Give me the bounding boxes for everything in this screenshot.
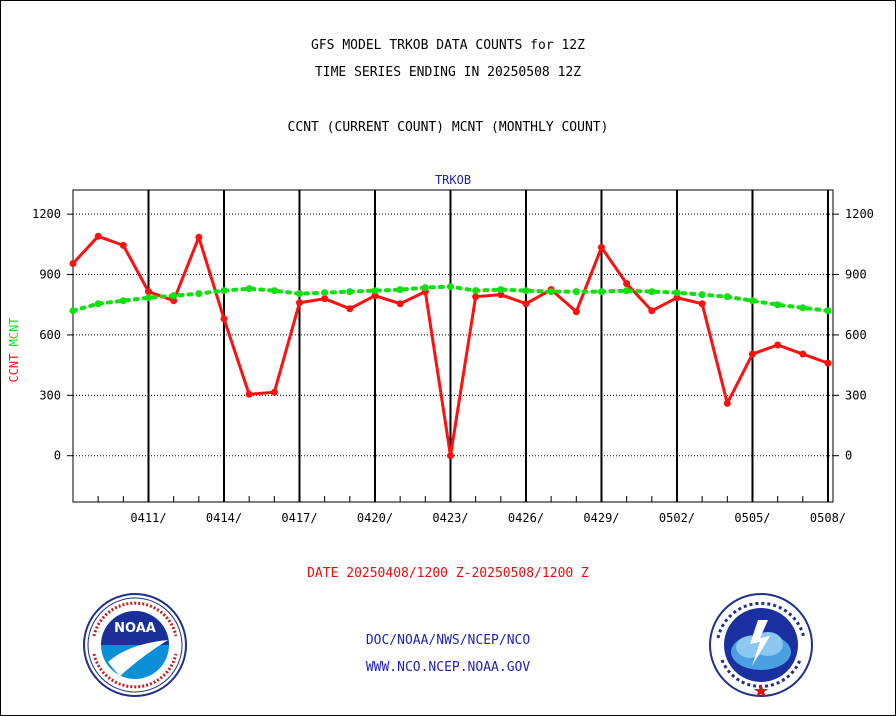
- series-mcnt-point: [195, 290, 203, 298]
- series-mcnt-point: [698, 291, 706, 299]
- y-tick-label-left: 900: [39, 268, 61, 282]
- series-mcnt-point: [346, 288, 354, 296]
- y-tick-label-right: 0: [845, 449, 852, 463]
- series-ccnt-point: [94, 232, 102, 240]
- noaa-logo: NOAA: [83, 593, 187, 697]
- series-mcnt-point: [648, 288, 656, 296]
- x-tick-label: 0423/: [432, 511, 468, 525]
- series-ccnt-point: [673, 294, 681, 302]
- x-tick-label: 0426/: [508, 511, 544, 525]
- series-mcnt-point: [446, 283, 454, 291]
- national-weather-service-logo: [709, 593, 813, 697]
- series-ccnt-point: [723, 399, 731, 407]
- org-label: DOC/NOAA/NWS/NCEP/NCO: [365, 633, 531, 648]
- x-tick-label: 0417/: [281, 511, 317, 525]
- series-ccnt-point: [295, 299, 303, 307]
- x-tick-label: 0414/: [206, 511, 242, 525]
- y-tick-label-right: 900: [845, 268, 867, 282]
- series-ccnt-point: [396, 300, 404, 308]
- series-ccnt-point: [446, 452, 454, 460]
- series-ccnt-point: [648, 307, 656, 315]
- series-ccnt-point: [824, 359, 832, 367]
- series-ccnt-point: [522, 300, 530, 308]
- y-tick-label-left: 300: [39, 388, 61, 402]
- chart-title-line-2: TIME SERIES ENDING IN 20250508 12Z: [314, 65, 582, 80]
- series-ccnt-point: [195, 233, 203, 241]
- y-tick-label-left: 600: [39, 328, 61, 342]
- series-mcnt-point: [144, 294, 152, 302]
- series-mcnt-point: [723, 293, 731, 301]
- series-ccnt-point: [597, 243, 605, 251]
- series-ccnt-point: [270, 388, 278, 396]
- y-axis-label-mcnt: MCNT: [7, 317, 21, 353]
- series-ccnt-point: [799, 350, 807, 358]
- y-tick-label-right: 300: [845, 388, 867, 402]
- series-mcnt-point: [572, 288, 580, 296]
- y-axis-label: CCNT MCNT: [7, 317, 21, 382]
- series-ccnt-point: [472, 293, 480, 301]
- date-range-label: DATE 20250408/1200 Z-20250508/1200 Z: [307, 566, 589, 581]
- series-mcnt-point: [220, 287, 228, 295]
- x-tick-label: 0420/: [357, 511, 393, 525]
- series-mcnt-point: [119, 297, 127, 305]
- x-tick-label: 0505/: [734, 511, 770, 525]
- series-ccnt-point: [572, 308, 580, 316]
- series-ccnt-point: [346, 305, 354, 313]
- series-mcnt-point: [421, 284, 429, 292]
- x-tick-label: 0508/: [810, 511, 846, 525]
- series-ccnt-point: [748, 350, 756, 358]
- series-ccnt-point: [698, 300, 706, 308]
- series-mcnt-point: [623, 287, 631, 295]
- series-mcnt-point: [547, 288, 555, 296]
- series-mcnt-point: [673, 289, 681, 297]
- plot-frame: [72, 189, 834, 503]
- series-mcnt-point: [371, 287, 379, 295]
- series-mcnt-point: [295, 290, 303, 298]
- x-tick-label: 0411/: [130, 511, 166, 525]
- series-mcnt-point: [396, 286, 404, 294]
- y-tick-label-left: 1200: [32, 207, 61, 221]
- series-mcnt-point: [69, 307, 77, 315]
- series-mcnt-point: [799, 304, 807, 312]
- series-mcnt-point: [824, 307, 832, 315]
- series-mcnt-point: [170, 292, 178, 300]
- series-mcnt-point: [597, 288, 605, 296]
- y-axis-label-ccnt: CCNT: [7, 354, 21, 383]
- series-ccnt-point: [774, 341, 782, 349]
- series-ccnt-point: [69, 259, 77, 267]
- y-tick-label-right: 1200: [845, 207, 874, 221]
- series-ccnt-point: [371, 292, 379, 300]
- series-mcnt-point: [245, 285, 253, 293]
- svg-text:NOAA: NOAA: [114, 621, 156, 636]
- plot-title: TRKOB: [435, 173, 471, 187]
- series-mcnt-point: [321, 289, 329, 297]
- series-mcnt-point: [748, 297, 756, 305]
- series-ccnt-point: [170, 297, 178, 305]
- series-ccnt-point: [321, 295, 329, 303]
- series-mcnt-point: [774, 301, 782, 309]
- chart-title-line-1: GFS MODEL TRKOB DATA COUNTS for 12Z: [311, 38, 585, 53]
- series-mcnt-point: [497, 286, 505, 294]
- series-ccnt-point: [623, 280, 631, 288]
- series-ccnt-point: [119, 241, 127, 249]
- url-label: WWW.NCO.NCEP.NOAA.GOV: [365, 660, 531, 675]
- y-tick-label-right: 600: [845, 328, 867, 342]
- series-ccnt-point: [245, 390, 253, 398]
- series-ccnt-point: [497, 291, 505, 299]
- x-tick-label: 0502/: [659, 511, 695, 525]
- series-mcnt-point: [522, 287, 530, 295]
- chart-title-line-3: CCNT (CURRENT COUNT) MCNT (MONTHLY COUNT…: [287, 120, 609, 135]
- y-tick-label-left: 0: [54, 449, 61, 463]
- series-mcnt-point: [472, 287, 480, 295]
- x-tick-label: 0429/: [583, 511, 619, 525]
- series-mcnt-point: [270, 287, 278, 295]
- series-mcnt-point: [94, 300, 102, 308]
- series-ccnt-point: [144, 288, 152, 296]
- series-ccnt-point: [220, 315, 228, 323]
